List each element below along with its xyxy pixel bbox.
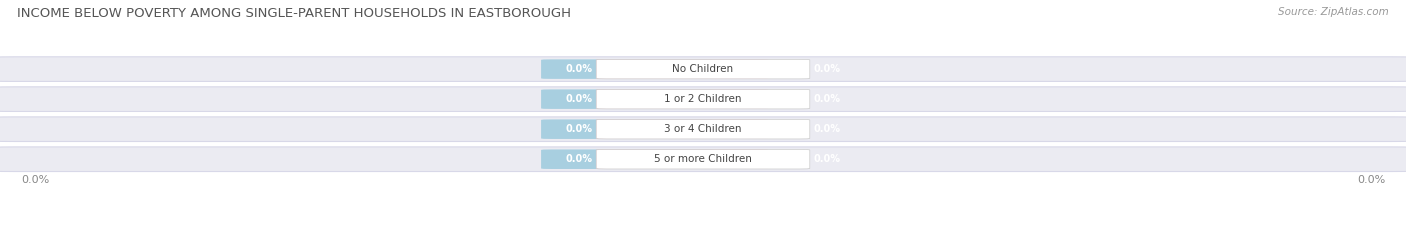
Text: 0.0%: 0.0% [565,154,592,164]
FancyBboxPatch shape [596,120,810,139]
FancyBboxPatch shape [0,57,1406,82]
Text: No Children: No Children [672,64,734,74]
FancyBboxPatch shape [596,59,769,79]
FancyBboxPatch shape [596,149,810,169]
Text: 5 or more Children: 5 or more Children [654,154,752,164]
FancyBboxPatch shape [0,87,1406,111]
Text: 1 or 2 Children: 1 or 2 Children [664,94,742,104]
FancyBboxPatch shape [0,117,1406,141]
Text: 0.0%: 0.0% [1357,175,1385,185]
FancyBboxPatch shape [0,147,1406,171]
Text: INCOME BELOW POVERTY AMONG SINGLE-PARENT HOUSEHOLDS IN EASTBOROUGH: INCOME BELOW POVERTY AMONG SINGLE-PARENT… [17,7,571,20]
FancyBboxPatch shape [596,89,810,109]
FancyBboxPatch shape [541,149,713,169]
Text: 0.0%: 0.0% [814,124,841,134]
Text: 0.0%: 0.0% [565,124,592,134]
Text: Source: ZipAtlas.com: Source: ZipAtlas.com [1278,7,1389,17]
Text: 0.0%: 0.0% [814,64,841,74]
Text: 0.0%: 0.0% [21,175,49,185]
Text: 0.0%: 0.0% [814,94,841,104]
Text: 0.0%: 0.0% [814,154,841,164]
FancyBboxPatch shape [596,59,810,79]
FancyBboxPatch shape [596,149,769,169]
FancyBboxPatch shape [541,89,713,109]
FancyBboxPatch shape [596,89,769,109]
FancyBboxPatch shape [596,120,769,139]
Text: 3 or 4 Children: 3 or 4 Children [664,124,742,134]
FancyBboxPatch shape [541,59,713,79]
Text: 0.0%: 0.0% [565,94,592,104]
FancyBboxPatch shape [541,120,713,139]
Text: 0.0%: 0.0% [565,64,592,74]
